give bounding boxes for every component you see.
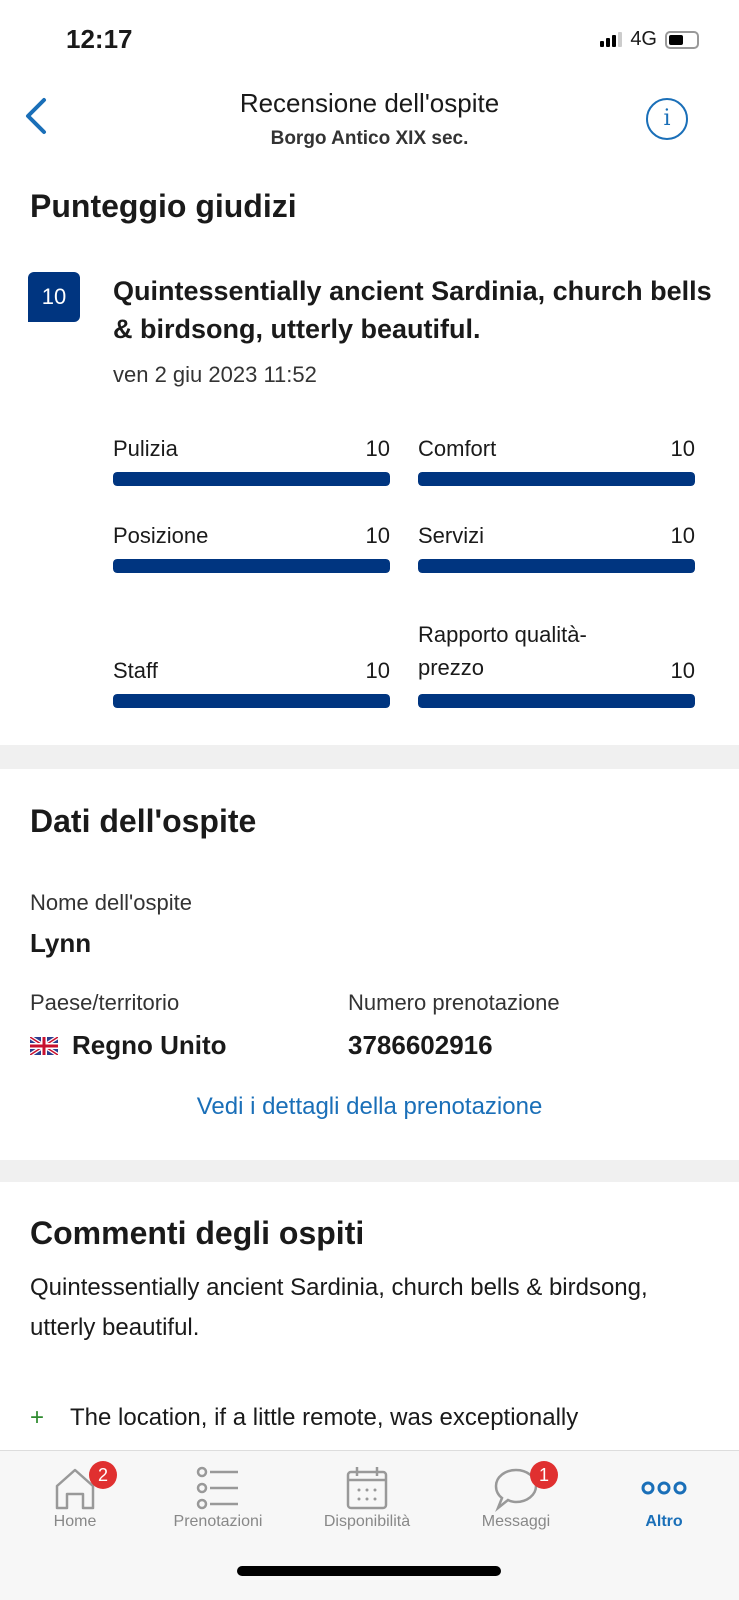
messages-badge: 1 bbox=[530, 1461, 558, 1489]
scores-heading: Punteggio giudizi bbox=[30, 188, 297, 224]
category-bar-fill bbox=[418, 694, 695, 708]
category-value: 10 bbox=[670, 436, 695, 461]
category-bar bbox=[113, 559, 390, 573]
overall-score-badge: 10 bbox=[28, 272, 80, 322]
category-label: Servizi bbox=[418, 523, 485, 548]
calendar-icon bbox=[346, 1467, 388, 1510]
tab-altro[interactable]: Altro bbox=[594, 1463, 734, 1531]
tab-label: Home bbox=[53, 1513, 97, 1530]
category-bar-fill bbox=[418, 472, 695, 486]
tab-home[interactable]: 2 Home bbox=[5, 1461, 145, 1531]
section-divider bbox=[0, 1160, 739, 1182]
tab-label: Altro bbox=[645, 1513, 683, 1530]
comments-heading: Commenti degli ospiti bbox=[30, 1215, 365, 1251]
category-bar-fill bbox=[113, 694, 390, 708]
category-score: Posizione 10 bbox=[113, 489, 390, 573]
category-bar bbox=[113, 694, 390, 708]
signal-icon bbox=[600, 32, 623, 47]
status-indicators: 4G bbox=[600, 28, 699, 51]
category-value: 10 bbox=[670, 523, 695, 548]
category-value: 10 bbox=[365, 436, 390, 461]
category-bar-fill bbox=[113, 472, 390, 486]
uk-flag-icon bbox=[30, 1036, 58, 1055]
category-bar-fill bbox=[418, 559, 695, 573]
booking-number: 3786602916 bbox=[348, 1030, 493, 1060]
positive-comment: + The location, if a little remote, was e… bbox=[30, 1404, 578, 1432]
booking-details-link[interactable]: Vedi i dettagli della prenotazione bbox=[196, 1093, 543, 1120]
country-label: Paese/territorio bbox=[30, 990, 180, 1015]
status-time: 12:17 bbox=[66, 24, 133, 54]
category-value: 10 bbox=[365, 658, 390, 683]
booking-number-label: Numero prenotazione bbox=[348, 990, 560, 1015]
home-icon bbox=[55, 1468, 95, 1510]
tab-label: Prenotazioni bbox=[173, 1513, 263, 1530]
home-indicator[interactable] bbox=[237, 1566, 501, 1576]
category-bar-fill bbox=[113, 559, 390, 573]
review-date: ven 2 giu 2023 11:52 bbox=[113, 362, 317, 387]
category-bar bbox=[418, 472, 695, 486]
category-score: Rapporto qualità-prezzo 10 bbox=[418, 580, 695, 708]
category-bar bbox=[418, 694, 695, 708]
category-value: 10 bbox=[365, 523, 390, 548]
category-label: Posizione bbox=[113, 523, 209, 548]
category-label: Rapporto qualità-prezzo bbox=[418, 622, 587, 680]
plus-icon: + bbox=[30, 1404, 45, 1431]
tab-disponibilita[interactable]: Disponibilità bbox=[297, 1463, 437, 1531]
tab-label: Messaggi bbox=[481, 1513, 551, 1530]
tab-bar: 2 Home Prenotazioni Disponibilità 1 Mess… bbox=[0, 1450, 739, 1600]
comment-text: Quintessentially ancient Sardinia, churc… bbox=[30, 1274, 648, 1341]
category-bar bbox=[418, 559, 695, 573]
category-score: Servizi 10 bbox=[418, 489, 695, 573]
tab-messaggi[interactable]: 1 Messaggi bbox=[446, 1461, 586, 1531]
section-divider bbox=[0, 745, 739, 769]
guest-name-label: Nome dell'ospite bbox=[30, 890, 192, 915]
category-score: Pulizia 10 bbox=[113, 402, 390, 486]
home-badge: 2 bbox=[89, 1461, 117, 1489]
property-name: Borgo Antico XIX sec. bbox=[270, 128, 469, 149]
review-title: Quintessentially ancient Sardinia, churc… bbox=[113, 276, 712, 344]
tab-label: Disponibilità bbox=[323, 1513, 411, 1530]
country-name: Regno Unito bbox=[72, 1030, 227, 1060]
tab-prenotazioni[interactable]: Prenotazioni bbox=[148, 1463, 288, 1531]
category-bar bbox=[113, 472, 390, 486]
battery-icon bbox=[665, 30, 699, 49]
category-label: Comfort bbox=[418, 436, 497, 461]
page-title: Recensione dell'ospite bbox=[239, 88, 500, 118]
back-chevron-icon[interactable] bbox=[22, 96, 50, 136]
positive-comment-text: The location, if a little remote, was ex… bbox=[70, 1404, 579, 1431]
network-label: 4G bbox=[630, 28, 657, 50]
info-icon[interactable]: i bbox=[646, 98, 688, 140]
country: Regno Unito bbox=[30, 1030, 227, 1061]
category-score: Comfort 10 bbox=[418, 402, 695, 486]
more-icon bbox=[641, 1481, 687, 1495]
guest-name: Lynn bbox=[30, 928, 92, 958]
category-label: Staff bbox=[113, 658, 158, 683]
category-value: 10 bbox=[670, 658, 695, 683]
category-score: Staff 10 bbox=[113, 580, 390, 708]
guest-heading: Dati dell'ospite bbox=[30, 803, 257, 839]
list-icon bbox=[196, 1466, 238, 1510]
category-label: Pulizia bbox=[113, 436, 178, 461]
